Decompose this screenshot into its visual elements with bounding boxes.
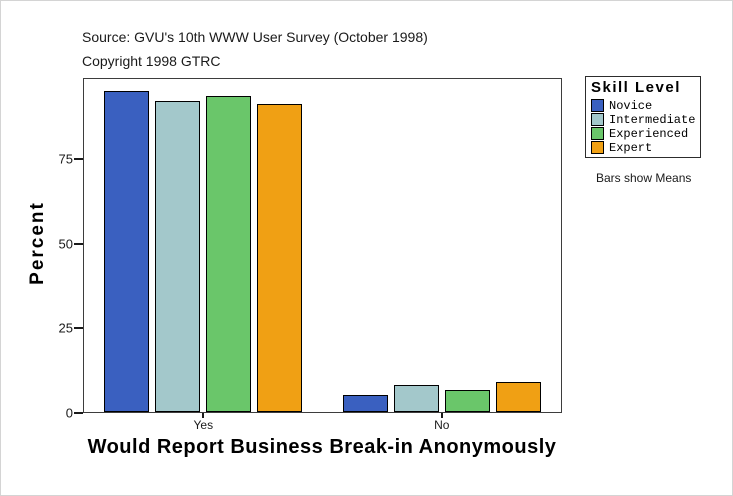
copyright-annotation: Copyright 1998 GTRC: [82, 53, 221, 69]
x-tick-mark: [202, 413, 205, 418]
y-tick-mark: [74, 158, 83, 161]
bars-note: Bars show Means: [596, 171, 692, 185]
legend-title: Skill Level: [591, 79, 681, 96]
y-tick-mark: [74, 412, 83, 414]
bar-yes-experienced: [206, 95, 252, 412]
y-tick-label: 75: [58, 151, 73, 167]
legend-swatch-novice: [591, 99, 604, 112]
legend-swatch-experienced: [591, 127, 604, 140]
bar-no-intermediate: [393, 384, 439, 412]
legend-item-label: Intermediate: [609, 112, 696, 127]
bar-no-novice: [342, 395, 388, 412]
y-tick-mark: [74, 242, 83, 245]
legend-item-experienced: Experienced: [591, 126, 696, 141]
category-label-yes: Yes: [193, 418, 214, 432]
plot-area: [83, 78, 562, 413]
bar-yes-expert: [257, 104, 303, 412]
x-tick-mark: [440, 413, 443, 418]
bar-yes-intermediate: [155, 100, 201, 412]
legend-swatch-expert: [591, 141, 604, 154]
category-label-no: No: [434, 418, 450, 432]
legend-item-label: Expert: [609, 140, 653, 155]
x-axis-title: Would Report Business Break-in Anonymous…: [87, 436, 557, 458]
y-tick-label: 50: [58, 236, 73, 252]
bar-no-expert: [495, 381, 541, 412]
source-annotation: Source: GVU's 10th WWW User Survey (Octo…: [82, 29, 428, 45]
legend-swatch-intermediate: [591, 113, 604, 126]
legend-item-label: Experienced: [609, 126, 689, 141]
y-tick-mark: [74, 327, 83, 330]
legend-item-expert: Expert: [591, 140, 696, 155]
bar-yes-novice: [104, 90, 150, 412]
legend-item-label: Novice: [609, 98, 653, 113]
legend-item-intermediate: Intermediate: [591, 112, 696, 127]
legend: Skill Level Novice Intermediate Experience…: [585, 76, 701, 158]
y-tick-label: 0: [65, 405, 73, 421]
bar-no-experienced: [444, 390, 490, 412]
legend-item-novice: Novice: [591, 98, 696, 113]
legend-items: Novice Intermediate Experienced Expert: [591, 98, 696, 155]
y-tick-label: 25: [58, 320, 73, 336]
